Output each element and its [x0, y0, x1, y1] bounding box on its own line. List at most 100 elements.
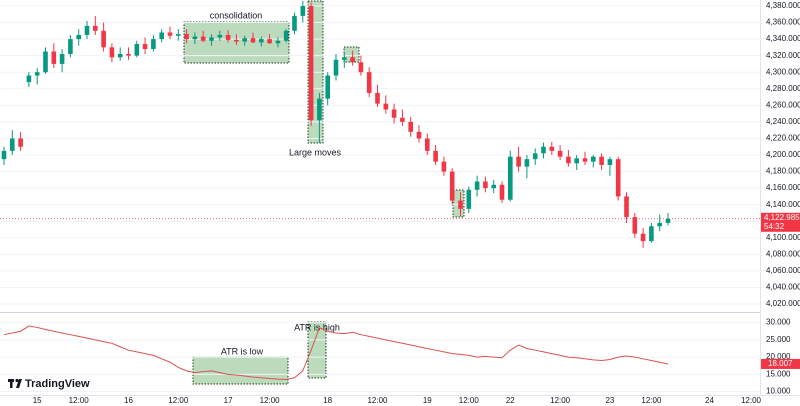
candle-body	[26, 75, 32, 83]
x-tick-label: 12:00	[641, 396, 662, 405]
x-tick-label: 12:00	[550, 396, 571, 405]
annotation: consolidation	[210, 10, 263, 20]
candle-body	[184, 34, 189, 40]
candle-body	[68, 39, 73, 54]
candle-body	[200, 36, 206, 41]
candle-body	[109, 47, 115, 58]
candle-body	[425, 138, 430, 151]
x-tick-label: 23	[605, 396, 614, 405]
x-tick-label: 15	[33, 396, 42, 405]
last-price-label: 4,122.985	[764, 213, 800, 222]
candle-body	[217, 34, 223, 38]
candle-body	[234, 39, 239, 42]
x-tick-label: 12:00	[168, 396, 189, 405]
annotation: ATR is high	[294, 322, 340, 332]
x-tick-label: 12:00	[741, 396, 762, 405]
y-tick-label: 4,140.000	[766, 200, 800, 209]
atr-tick-label: 15.000	[766, 369, 791, 378]
candle-body	[615, 159, 621, 197]
candle-body	[491, 184, 496, 189]
candle-body	[566, 156, 571, 164]
candle-body	[242, 38, 247, 42]
y-tick-label: 4,180.000	[766, 167, 800, 176]
candle-body	[582, 158, 588, 162]
x-tick-label: 19	[423, 396, 432, 405]
candle-body	[466, 189, 472, 209]
last-price-tag	[761, 212, 800, 232]
candle-body	[541, 146, 546, 154]
logo-mark	[16, 379, 22, 388]
candle-body	[599, 156, 604, 165]
candle-body	[43, 51, 48, 73]
candle-body	[292, 15, 297, 31]
x-tick-label: 18	[323, 396, 332, 405]
annotation: Large moves	[289, 147, 342, 157]
candle-body	[275, 40, 281, 44]
atr-tick-label: 20.000	[766, 352, 791, 361]
y-tick-label: 4,220.000	[766, 134, 800, 143]
x-tick-label: 12:00	[367, 396, 388, 405]
annotation: ATR is low	[221, 346, 264, 356]
countdown: 54:32	[764, 222, 785, 231]
y-tick-label: 4,340.000	[766, 34, 800, 43]
x-tick-label: 22	[506, 396, 515, 405]
candle-body	[574, 158, 579, 164]
candle-body	[532, 153, 538, 160]
logo: TradingView	[25, 378, 90, 390]
candle-body	[649, 226, 654, 242]
candle-body	[10, 138, 15, 151]
atr-last-tag	[761, 358, 800, 369]
candle-body	[657, 222, 662, 227]
candle-body	[1, 150, 7, 160]
candle-body	[259, 39, 264, 43]
x-tick-label: 12:00	[69, 396, 90, 405]
candle-body	[640, 233, 646, 242]
x-tick-label: 16	[124, 396, 133, 405]
atr-tick-label: 30.000	[766, 318, 791, 327]
y-tick-label: 4,320.000	[766, 51, 800, 60]
candle-body	[665, 218, 671, 223]
atr-line	[3, 325, 669, 380]
y-tick-label: 4,260.000	[766, 100, 800, 109]
candle-body	[375, 92, 380, 104]
logo-mark	[10, 379, 13, 388]
atr-tick-label: 25.000	[766, 335, 791, 344]
y-tick-label: 4,060.000	[766, 266, 800, 275]
candle-body	[483, 181, 488, 189]
candle-body	[333, 59, 339, 76]
candle-body	[591, 156, 596, 162]
candle-body	[192, 36, 198, 40]
candle-body	[366, 72, 372, 93]
atr-tick-label: 10.000	[766, 387, 791, 396]
candle-body	[176, 34, 181, 36]
candle-body	[557, 150, 563, 157]
candle-body	[474, 181, 480, 190]
logo-mark	[15, 378, 19, 383]
candle-body	[358, 62, 364, 73]
x-tick-label: 12:00	[260, 396, 281, 405]
candle-body	[408, 121, 413, 132]
candle-body	[283, 30, 289, 41]
candle-body	[458, 200, 463, 209]
y-tick-label: 4,200.000	[766, 150, 800, 159]
candle-body	[325, 75, 330, 99]
candle-body	[134, 44, 140, 56]
candle-body	[308, 5, 314, 121]
candle-body	[93, 25, 98, 31]
candle-body	[549, 146, 555, 151]
y-tick-label: 4,240.000	[766, 117, 800, 126]
y-tick-label: 4,300.000	[766, 67, 800, 76]
candle-body	[267, 39, 272, 44]
atr-last-label: 18.007	[768, 359, 793, 368]
candle-body	[400, 117, 405, 122]
y-tick-label: 4,380.000	[766, 1, 800, 10]
candle-body	[18, 138, 23, 147]
candle-body	[34, 72, 40, 76]
candle-body	[350, 57, 355, 63]
candle-body	[317, 98, 322, 121]
candle-body	[225, 34, 231, 40]
candle-body	[300, 5, 306, 16]
candle-body	[76, 34, 81, 40]
y-tick-label: 4,100.000	[766, 233, 800, 242]
